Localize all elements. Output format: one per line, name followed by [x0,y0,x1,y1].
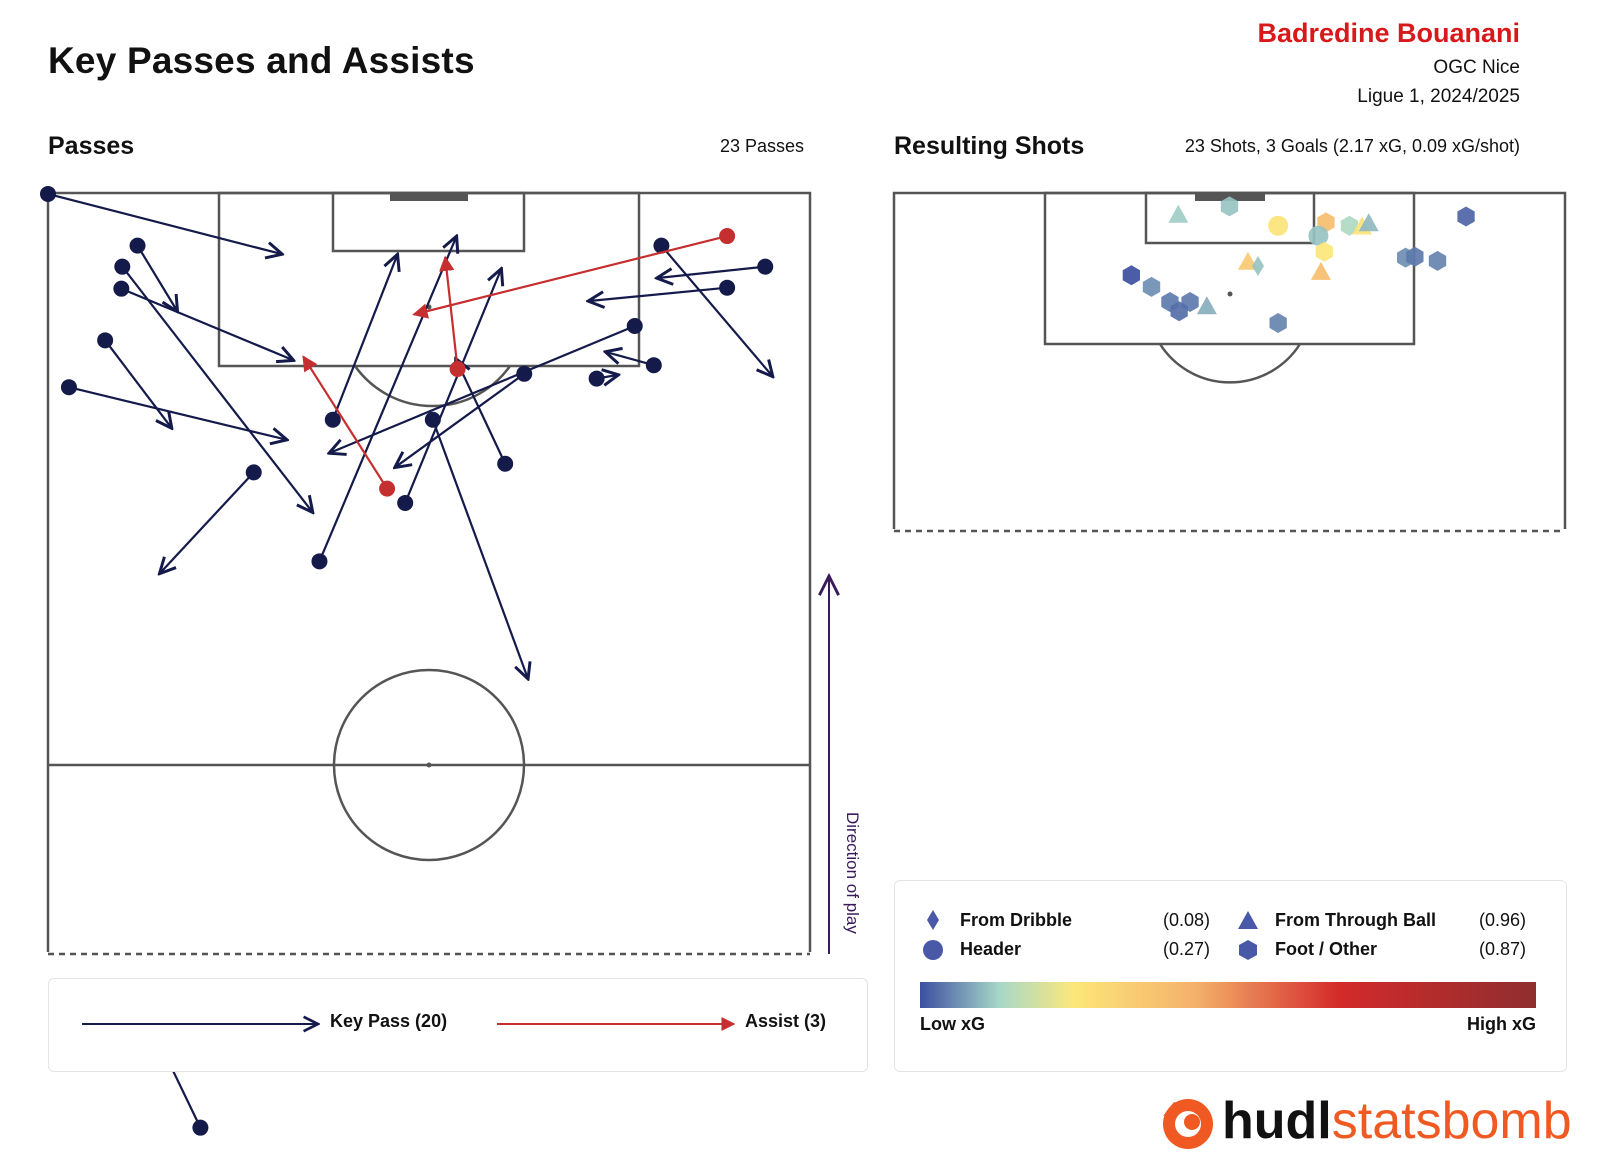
assist-pass-origin-0 [719,228,736,245]
key-pass-line-16 [657,265,766,278]
legend-label-through-ball: From Through Ball [1275,910,1436,930]
key-pass-origin-2 [113,280,130,297]
legend-value-header: (0.27) [1163,939,1211,959]
center-circle [332,668,526,862]
key-pass-origin-5 [324,411,341,428]
low-xg-label: Low xG [920,1014,986,1034]
key-pass-origin-4 [60,379,77,396]
key-pass-origin-0 [40,185,56,202]
shots-penalty-arc [1158,343,1302,384]
key-pass-origin-1 [129,237,146,254]
key-pass-origin-6 [245,464,262,481]
key-pass-origin-16 [757,258,774,275]
key-pass-origin-13 [588,370,605,387]
player-name: Badredine Bouanani [1257,18,1520,48]
key-pass-line-0 [47,192,282,254]
key-pass-origin-9 [497,455,514,472]
brand-logo-part2: statsbomb [1331,1092,1572,1150]
key-pass-line-2 [120,287,293,361]
key-pass-line-18 [660,244,772,377]
shot-marker-9 [1252,255,1265,276]
key-pass-line-3 [104,339,172,428]
key-pass-line-11 [121,265,313,513]
assist-legend-label: Assist (3) [745,1011,827,1031]
legend-value-dribble: (0.08) [1163,910,1211,930]
legend-label-dribble: From Dribble [960,910,1073,930]
shot-marker-20 [1170,301,1188,322]
brand-logo-part1: hudl [1222,1092,1332,1150]
key-pass-line-4 [68,386,287,440]
key-pass-line-8 [431,419,528,679]
key-pass-line-12 [395,372,525,468]
legend-value-through-ball: (0.96) [1479,910,1527,930]
competition-label: Ligue 1, 2024/2025 [1357,86,1520,107]
shot-marker-7 [1457,206,1475,227]
shot-marker-4 [1340,215,1359,236]
shot-marker-11 [1315,241,1333,262]
shots-penalty-spot [1227,291,1233,297]
key-pass-line-10 [404,269,501,504]
shot-marker-16 [1122,265,1140,286]
key-pass-line-6 [159,471,255,573]
key-pass-origin-19 [192,1119,209,1136]
xg-color-scale [920,982,1536,1008]
passes-panel-title: Passes [48,132,135,160]
assist-pass-line-2 [439,255,459,370]
direction-label: Direction of play [843,812,862,934]
key-pass-line-15 [588,286,728,301]
key-pass-line-9 [456,359,507,465]
shot-marker-17 [1142,276,1161,297]
key-pass-origin-15 [719,279,736,296]
key-pass-origin-7 [311,553,328,570]
team-name: OGC Nice [1433,57,1520,78]
legend-value-foot-other: (0.87) [1479,939,1527,959]
key-pass-origin-18 [653,237,670,254]
shots-summary-label: 23 Shots, 3 Goals (2.17 xG, 0.09 xG/shot… [1184,136,1520,156]
shot-marker-22 [1269,313,1287,333]
key-pass-origin-10 [397,494,414,511]
key-pass-origin-3 [97,332,114,349]
six-yard-box [331,191,526,253]
assist-pass-line-0 [412,234,728,319]
shot-marker-21 [1196,296,1217,315]
key-pass-line-7 [318,236,456,562]
shots-pitch [892,191,1567,533]
shots-layer [1122,196,1475,333]
shot-marker-12 [1310,261,1331,280]
shot-marker-6 [1358,213,1379,232]
legend-label-foot-other: Foot / Other [1275,939,1377,959]
brand-logo: hudlstatsbomb [1222,1091,1572,1151]
shots-panel-title: Resulting Shots [894,132,1085,160]
center-spot [426,762,432,768]
shot-marker-1 [1220,196,1239,217]
penalty-area [217,191,641,368]
key-pass-line-17 [329,324,636,453]
assist-pass-line-1 [302,355,389,490]
passes-pitch [46,191,812,956]
key-pass-origin-14 [645,357,662,374]
assist-pass-origin-2 [449,361,466,378]
passes-layer [40,185,774,1136]
legend-label-header: Header [960,939,1022,959]
key-pass-origin-17 [626,317,643,334]
key-pass-line-14 [605,352,655,367]
shot-marker-10 [1308,225,1329,246]
shot-marker-2 [1268,215,1289,236]
assist-pass-origin-1 [379,480,396,497]
shot-marker-0 [1168,204,1189,223]
passes-count-label: 23 Passes [719,136,804,156]
key-pass-line-1 [136,245,178,312]
shot-marker-14 [1406,246,1424,267]
key-pass-line-5 [331,254,398,421]
shot-legend [894,880,1567,1072]
shot-marker-15 [1428,250,1447,271]
page-title: Key Passes and Assists [48,40,475,81]
key-pass-legend-label: Key Pass (20) [330,1011,448,1031]
high-xg-label: High xG [1466,1014,1536,1034]
key-pass-origin-11 [114,258,131,275]
